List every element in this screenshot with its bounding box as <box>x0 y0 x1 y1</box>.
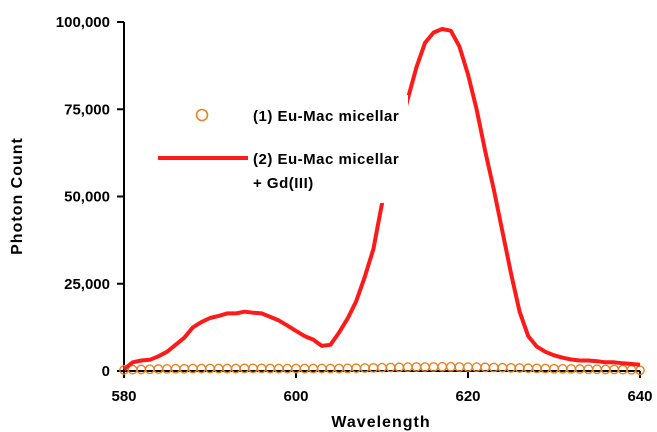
series-1-point <box>574 364 585 374</box>
legend: (1) Eu-Mac micellar (2) Eu-Mac micellar + … <box>156 95 408 203</box>
legend-marker-series-1 <box>195 108 209 122</box>
x-tick-label: 620 <box>455 388 480 405</box>
series-1-point <box>153 364 164 374</box>
x-tick-label: 640 <box>627 388 652 405</box>
series-markers <box>119 361 645 376</box>
series-1-point <box>617 364 628 375</box>
series-1-point <box>454 362 465 372</box>
legend-label-series-2-line2: + Gd(III) <box>253 175 314 192</box>
x-tick-label: 580 <box>111 388 136 405</box>
y-tick-label: 50,000 <box>64 189 110 206</box>
x-axis-label: Wavelength <box>331 414 430 431</box>
series-1-point <box>635 365 645 376</box>
series-1-point <box>411 362 422 372</box>
series-1-point <box>144 364 155 375</box>
series-1-point <box>445 361 456 372</box>
legend-label-series-2: (2) Eu-Mac micellar <box>253 151 399 168</box>
series-1-point <box>592 364 602 375</box>
legend-background <box>156 95 408 203</box>
legend-label-series-1: (1) Eu-Mac micellar <box>253 108 399 125</box>
series-2-line <box>122 27 641 371</box>
x-axis: 580 600 620 640 <box>111 370 653 405</box>
series-1-point <box>626 364 637 375</box>
series-1-point <box>600 364 611 375</box>
y-tick-label: 25,000 <box>64 276 110 293</box>
y-axis: 0 25,000 50,000 75,000 100,000 <box>56 14 125 380</box>
series-1-point <box>609 364 620 375</box>
series-1-point <box>437 361 448 372</box>
series-line <box>122 27 641 371</box>
series-1-point <box>136 364 147 375</box>
y-tick-label: 0 <box>102 363 110 380</box>
series-1-point <box>428 362 439 372</box>
y-tick-label: 75,000 <box>64 101 110 118</box>
y-axis-label: Photon Count <box>9 137 26 255</box>
series-1-point <box>583 364 594 375</box>
x-tick-label: 600 <box>283 388 308 405</box>
series-1-point <box>420 362 430 372</box>
y-tick-label: 100,000 <box>56 14 110 31</box>
